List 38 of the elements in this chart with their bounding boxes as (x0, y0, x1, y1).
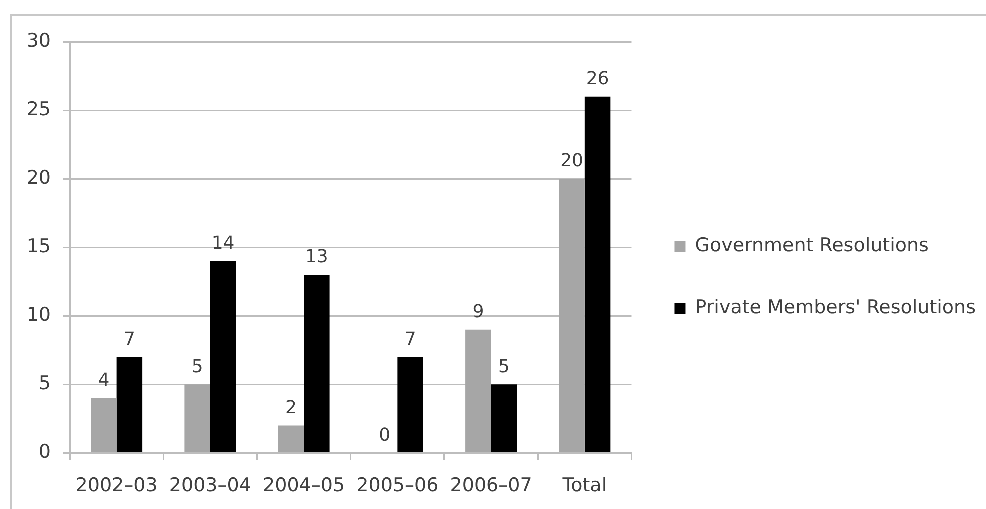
bar (116, 357, 143, 452)
y-tick-label: 25 (26, 98, 51, 120)
legend-label: Private Members' Resolutions (695, 296, 976, 318)
data-label: 4 (98, 370, 110, 392)
data-label: 13 (305, 246, 328, 268)
data-label: 0 (379, 424, 391, 446)
y-tick-label: 0 (38, 441, 51, 464)
data-label: 20 (560, 150, 584, 172)
bar (584, 96, 611, 452)
x-tick-label: 2005–06 (356, 474, 439, 497)
bar (398, 357, 424, 452)
data-label: 5 (498, 356, 510, 378)
bar (184, 384, 210, 452)
bar (559, 179, 585, 452)
x-tick-label: 2004–05 (263, 474, 346, 497)
bar (491, 384, 518, 452)
data-label: 9 (472, 302, 484, 323)
y-tick-label: 30 (26, 30, 51, 52)
data-label: 2 (285, 397, 297, 418)
data-label: 14 (212, 232, 235, 254)
bar (466, 330, 492, 452)
bar (304, 275, 330, 452)
x-tick-label: 2003–04 (169, 474, 252, 497)
y-tick-label: 15 (26, 236, 51, 258)
x-tick-label: Total (562, 474, 608, 497)
bar (278, 426, 304, 452)
bar (210, 261, 236, 452)
y-tick-label: 10 (26, 304, 51, 326)
y-tick-label: 5 (38, 372, 51, 395)
data-label: 7 (404, 328, 416, 350)
x-tick-label: 2006–07 (450, 474, 532, 497)
y-tick-label: 20 (26, 167, 51, 190)
x-tick-label: 2002–03 (76, 474, 158, 497)
data-label: 7 (124, 328, 136, 350)
data-label: 26 (586, 68, 610, 90)
bar (91, 398, 117, 452)
data-label: 5 (192, 356, 204, 378)
legend-label: Government Resolutions (695, 234, 929, 256)
